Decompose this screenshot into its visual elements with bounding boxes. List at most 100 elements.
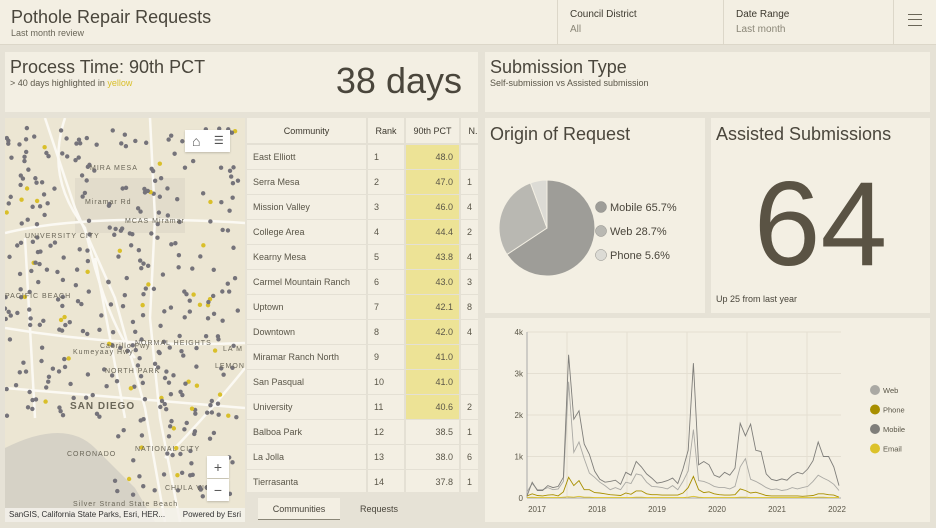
table-row[interactable]: Miramar Ranch North 9 41.0 <box>247 344 478 370</box>
request-point <box>230 195 235 200</box>
request-point <box>176 253 182 258</box>
cell-90th-pct: 41.0 <box>405 369 461 395</box>
council-district-selector[interactable]: Council District All <box>557 0 723 45</box>
legend-label: Phone 5.6% <box>610 250 670 262</box>
table-row[interactable]: Mission Valley 3 46.0 4 <box>247 194 478 220</box>
zoom-in-button[interactable]: + <box>207 456 229 478</box>
zoom-out-button[interactable]: − <box>207 479 229 501</box>
request-point <box>39 358 44 364</box>
col-community[interactable]: Community <box>247 118 368 145</box>
col-90th-pct[interactable]: 90th PCT <box>405 118 461 145</box>
table-row[interactable]: La Jolla 13 38.0 6 <box>247 444 478 470</box>
request-point <box>55 269 60 275</box>
filter-label: Date Range <box>736 9 790 20</box>
request-point <box>17 370 22 375</box>
request-point <box>58 409 63 414</box>
home-icon[interactable]: ⌂ <box>192 133 201 149</box>
request-point <box>30 397 35 403</box>
request-point <box>194 383 200 388</box>
origin-panel: Origin of Request Mobile 65.7% Web 28.7% P… <box>485 118 705 313</box>
request-point <box>18 182 23 188</box>
request-point <box>58 128 64 133</box>
request-point <box>158 176 164 181</box>
cell-90th-pct: 42.1 <box>405 294 461 320</box>
map-road <box>5 218 245 235</box>
community-table: Community Rank 90th PCT N. East Elliott 1… <box>247 118 478 492</box>
water-bay <box>5 433 155 522</box>
map-canvas[interactable]: MIRA MESA Miramar Rd MCAS Miramar UNIVERSIT… <box>5 118 245 522</box>
legend-dot-phone <box>595 249 607 261</box>
series-line-email <box>526 495 839 499</box>
cell-90th-pct: 42.0 <box>405 319 461 345</box>
request-point <box>168 133 174 138</box>
legend-dot-mobile <box>595 201 607 213</box>
request-point <box>182 315 187 320</box>
col-rank[interactable]: Rank <box>367 118 406 145</box>
request-point <box>137 356 142 361</box>
col-n[interactable]: N. <box>460 118 478 145</box>
request-point <box>27 389 32 395</box>
request-point <box>5 210 9 215</box>
request-point <box>57 405 62 410</box>
request-point <box>194 364 199 369</box>
request-point <box>44 267 50 272</box>
tab-communities[interactable]: Communities <box>258 498 340 520</box>
request-point <box>5 294 8 300</box>
pie-slice-web <box>498 182 548 256</box>
menu-button[interactable] <box>893 0 936 45</box>
cell-90th-pct: 44.4 <box>405 219 461 245</box>
request-point <box>5 316 8 322</box>
request-point <box>168 391 174 397</box>
request-point <box>62 314 67 320</box>
request-point <box>27 322 33 328</box>
request-point <box>145 188 151 194</box>
request-point <box>165 186 170 191</box>
table-row[interactable]: Downtown 8 42.0 4 <box>247 319 478 345</box>
table-row[interactable]: Tierrasanta 14 37.8 1 <box>247 469 478 492</box>
request-point <box>130 343 135 348</box>
table-row[interactable]: San Pasqual 10 41.0 <box>247 369 478 395</box>
map-view[interactable]: MIRA MESA Miramar Rd MCAS Miramar UNIVERSIT… <box>5 118 245 522</box>
table-row[interactable]: Uptown 7 42.1 8 <box>247 294 478 320</box>
cell-community: Tierrasanta <box>247 469 368 492</box>
map-label: LEMON GROVE <box>215 363 245 370</box>
request-point <box>7 337 13 342</box>
request-point <box>160 272 166 277</box>
request-point <box>177 333 182 339</box>
request-point <box>141 291 146 297</box>
request-point <box>194 345 199 351</box>
request-point <box>133 329 138 334</box>
request-point <box>34 222 40 227</box>
request-point <box>193 411 198 416</box>
request-point <box>6 309 11 315</box>
table-row[interactable]: Balboa Park 12 38.5 1 <box>247 419 478 445</box>
x-tick-label: 2021 <box>768 505 786 514</box>
table-row[interactable]: College Area 4 44.4 2 <box>247 219 478 245</box>
request-point <box>58 317 64 323</box>
request-point <box>141 261 146 266</box>
request-point <box>138 209 143 214</box>
request-point <box>60 277 66 283</box>
request-point <box>18 240 24 246</box>
request-point <box>97 327 102 333</box>
table-row[interactable]: Carmel Mountain Ranch 6 43.0 3 <box>247 269 478 295</box>
tab-requests[interactable]: Requests <box>359 504 399 514</box>
request-point <box>232 275 238 281</box>
table-row[interactable]: Serra Mesa 2 47.0 1 <box>247 169 478 195</box>
powered-by[interactable]: Powered by Esri <box>182 510 241 519</box>
request-point <box>37 322 43 328</box>
table-row[interactable]: East Elliott 1 48.0 <box>247 144 478 170</box>
table-row[interactable]: Kearny Mesa 5 43.8 4 <box>247 244 478 270</box>
list-icon[interactable]: ☰ <box>213 135 224 147</box>
pie-slice-phone <box>529 179 548 229</box>
table-row[interactable]: University 11 40.6 2 <box>247 394 478 420</box>
request-point <box>126 476 132 482</box>
date-range-selector[interactable]: Date Range Last month <box>723 0 893 45</box>
request-point <box>123 143 129 149</box>
x-tick-label: 2017 <box>528 505 546 514</box>
request-point <box>106 203 112 208</box>
cell-90th-pct: 46.0 <box>405 194 461 220</box>
request-point <box>107 225 112 230</box>
request-point <box>15 310 20 316</box>
request-point <box>34 198 40 204</box>
